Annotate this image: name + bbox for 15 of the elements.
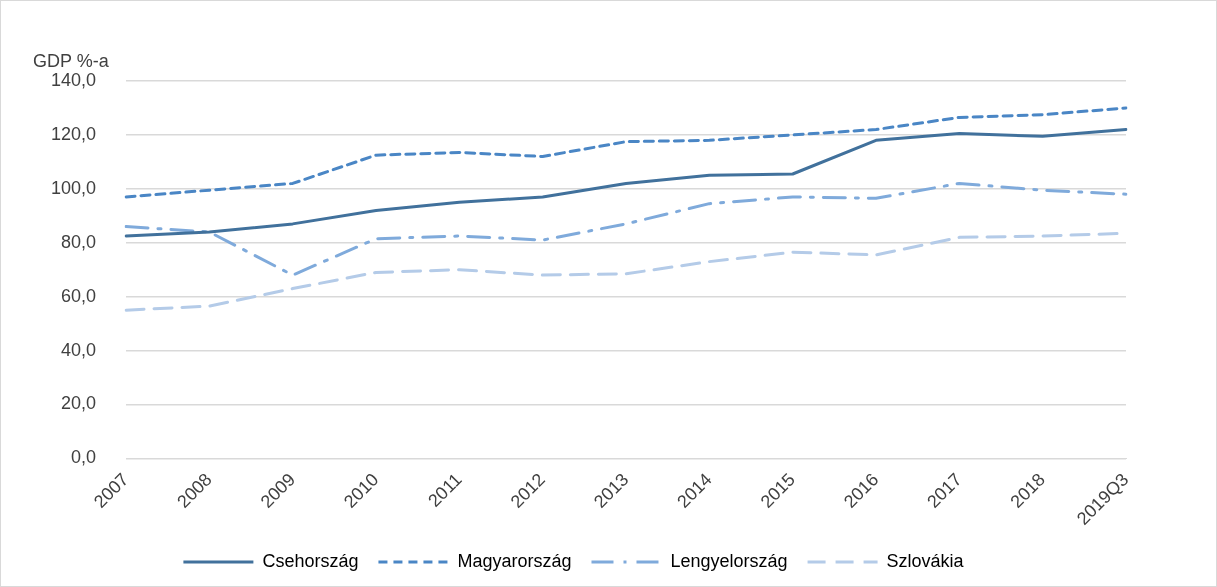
legend-label: Csehország	[262, 550, 359, 571]
y-tick-label: 40,0	[61, 339, 97, 360]
y-tick-label: 120,0	[51, 123, 97, 144]
legend-label: Magyarország	[457, 550, 572, 571]
line-series	[124, 181, 1128, 277]
y-tick-label: 140,0	[51, 69, 97, 90]
y-tick-label: 100,0	[51, 177, 97, 198]
y-tick-label: 80,0	[61, 231, 97, 252]
legend-label: Lengyelország	[670, 550, 788, 571]
line-series	[124, 106, 1128, 199]
legend-label: Szlovákia	[886, 550, 965, 571]
y-tick-label: 60,0	[61, 285, 97, 306]
y-axis-title: GDP %-a	[33, 50, 110, 71]
y-tick-label: 20,0	[61, 393, 97, 414]
y-tick-label: 0,0	[71, 447, 97, 468]
